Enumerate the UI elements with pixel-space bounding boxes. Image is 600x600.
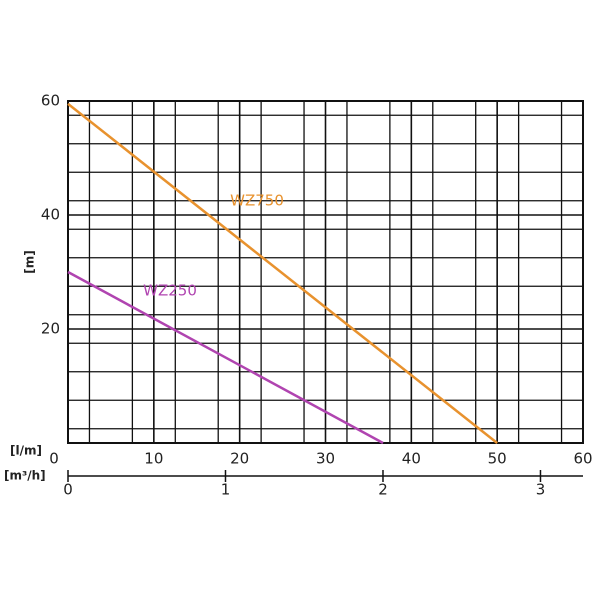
x-tick-label: 20: [230, 450, 249, 468]
y-tick-label: 60: [41, 92, 60, 110]
x2-tick-label: 1: [221, 481, 231, 499]
y-tick-label: 40: [41, 206, 60, 224]
y-tick-label: 20: [41, 320, 60, 338]
x2-tick-label: 0: [63, 481, 73, 499]
y-axis-label: [m]: [23, 250, 37, 273]
series-line: [67, 102, 498, 444]
series-line: [67, 270, 384, 445]
x-tick-label: 30: [316, 450, 335, 468]
x2-axis-label: [m³/h]: [4, 469, 46, 483]
x-tick-label: 50: [488, 450, 507, 468]
x-tick-label: 40: [402, 450, 421, 468]
x-tick-label: 10: [144, 450, 163, 468]
series-label: WZ250: [143, 282, 197, 300]
x-tick-label: 60: [573, 450, 592, 468]
x2-tick-label: 2: [378, 481, 388, 499]
x2-tick-label: 3: [536, 481, 546, 499]
x-axis-label: [l/m]: [10, 444, 42, 458]
series-label: WZ750: [230, 192, 284, 210]
x-tick-label: 0: [49, 450, 59, 468]
